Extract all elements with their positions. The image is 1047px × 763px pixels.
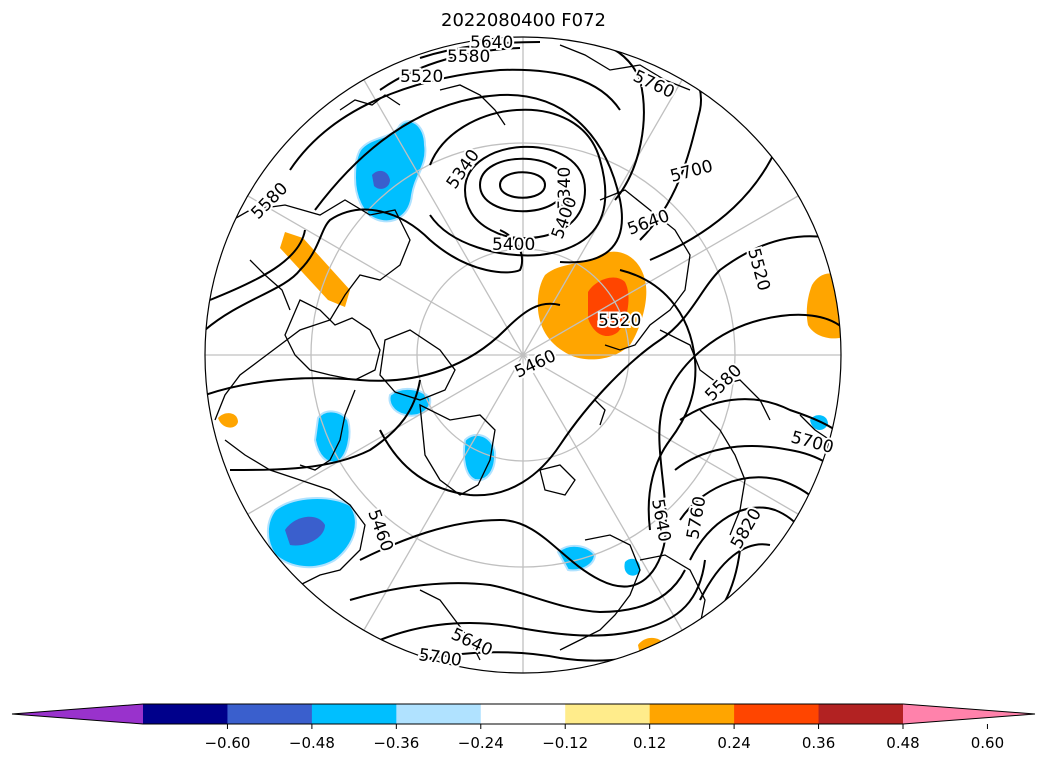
colorbar-tick-label: −0.12	[542, 734, 589, 752]
colorbar-segment	[396, 704, 482, 724]
colorbar-segment	[818, 704, 904, 724]
colorbar-extend-low	[12, 704, 143, 724]
contour-label: 5520	[598, 311, 641, 331]
map-disk	[205, 37, 841, 673]
contour-label: 5580	[447, 47, 490, 67]
negative-anomaly-alaska-core	[372, 170, 390, 189]
contour-label: 5520	[400, 67, 443, 87]
colorbar-segment	[480, 704, 566, 724]
colorbar-tick-label: 0.24	[717, 734, 751, 752]
colorbar-segment	[227, 704, 313, 724]
negative-anomaly-greenland-e	[462, 433, 497, 482]
contour-label: 5640	[470, 33, 513, 53]
colorbar-tick-label: 0.36	[801, 734, 836, 752]
colorbar-tick-label: −0.24	[457, 734, 504, 752]
coastlines	[214, 44, 831, 661]
colorbar-tick-label: 0.48	[886, 734, 920, 752]
map-title: 2022080400 F072	[441, 10, 606, 31]
colorbar-outline	[11, 703, 1036, 725]
map-boundary	[204, 36, 842, 674]
contour-label: 5400	[492, 235, 535, 255]
positive-anomaly-small-left	[218, 413, 238, 428]
contour-label: 5340	[555, 167, 575, 210]
colorbar-tick-label: 0.60	[970, 734, 1005, 752]
negative-anomaly-alaska	[353, 120, 427, 223]
colorbar-extend-high	[903, 704, 1035, 724]
positive-anomaly-canada	[280, 232, 350, 307]
colorbar	[11, 703, 1036, 729]
negative-anomaly-pacific-core	[285, 516, 325, 546]
colorbar-segment	[143, 704, 228, 724]
colorbar-segment	[311, 704, 397, 724]
colorbar-segment	[649, 704, 735, 724]
colorbar-segment	[734, 704, 820, 724]
negative-anomaly-hudson	[313, 410, 351, 464]
colorbar-segment	[565, 704, 651, 724]
colorbar-tick-label: −0.48	[288, 734, 335, 752]
colorbar-tick-label: −0.60	[204, 734, 251, 752]
colorbar-tick-label: 0.12	[632, 734, 667, 752]
colorbar-tick-label: −0.36	[373, 734, 420, 752]
negative-anomaly-small-sw	[624, 558, 641, 576]
positive-anomaly-siberia-core	[588, 277, 629, 337]
